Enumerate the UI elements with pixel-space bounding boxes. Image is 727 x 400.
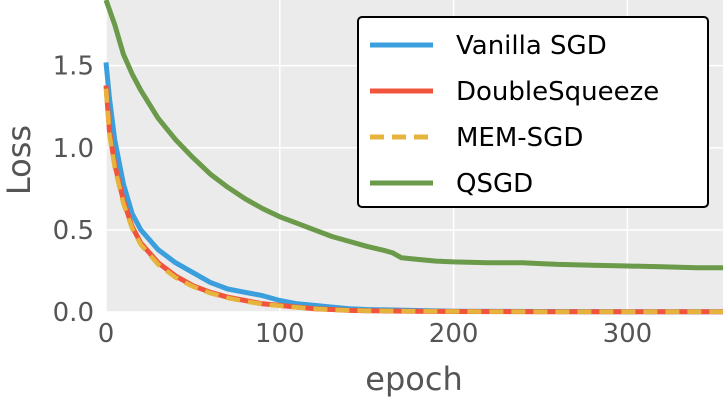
legend-box [357, 16, 709, 208]
x-tick-label: 0 [98, 319, 115, 349]
legend: Vanilla SGD DoubleSqueeze MEM-SGD QSGD [357, 16, 709, 208]
x-tick-label: 200 [429, 319, 479, 349]
y-tick-label: 1.5 [53, 52, 94, 82]
tick-labels: 0 100 200 300 0.0 0.5 1.0 1.5 [53, 52, 653, 349]
y-tick-label: 0.5 [53, 216, 94, 246]
legend-label: QSGD [456, 169, 533, 199]
x-tick-label: 100 [255, 319, 305, 349]
series-line-qsgd [103, 0, 723, 271]
legend-label: Vanilla SGD [456, 31, 607, 61]
y-tick-label: 1.0 [53, 134, 94, 164]
legend-label: DoubleSqueeze [456, 77, 659, 107]
y-tick-label: 0.0 [53, 298, 94, 328]
x-axis-title: epoch [365, 360, 462, 398]
x-tick-label: 300 [603, 319, 653, 349]
series-line-mem-sgd [103, 88, 723, 315]
y-axis-title: Loss [0, 125, 38, 195]
series-lines [103, 0, 723, 315]
legend-label: MEM-SGD [456, 123, 583, 153]
